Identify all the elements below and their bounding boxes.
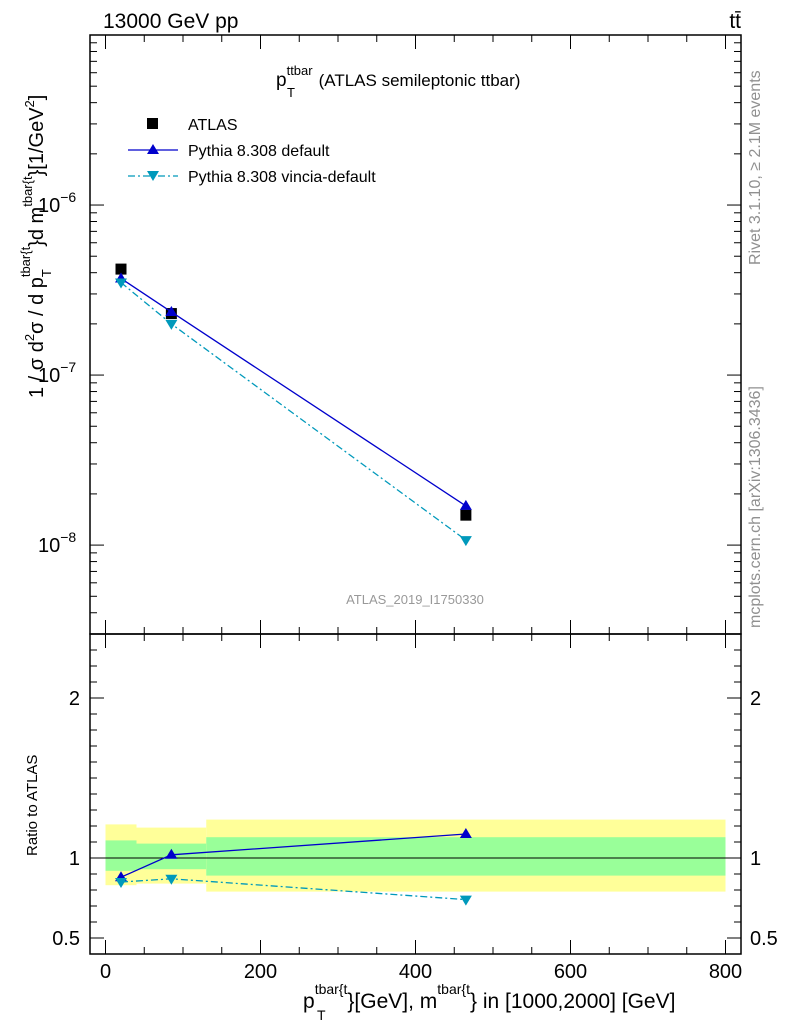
data-point-main — [165, 305, 178, 316]
axis-ticks: 0 200 400 600 800 10−6 10−7 10−8 0.5 0.5 1 1 2 2 — [38, 34, 778, 983]
ratio-plot-data — [115, 828, 472, 906]
ratio-tick-label-right: 2 — [750, 688, 761, 710]
ratio-tick-label-right: 0.5 — [750, 928, 778, 950]
header-process-label: 13000 GeV pp — [103, 10, 238, 33]
data-point-ratio — [459, 895, 472, 906]
data-point-ratio — [165, 874, 178, 885]
ratio-uncertainty-bands — [90, 819, 741, 892]
rivet-version-label: Rivet 3.1.10, ≥ 2.1M events — [747, 70, 764, 265]
main-plot-data — [115, 263, 472, 547]
x-axis-label-sub: T — [317, 1007, 326, 1023]
x-tick-label: 400 — [399, 961, 432, 983]
title-p: p — [276, 70, 287, 91]
ratio-tick-label-left: 2 — [69, 688, 80, 710]
y-axis-label: 1 / σ d2σ / d pTtbar{t}d mtbar{t}[1/GeV2… — [18, 95, 54, 398]
ratio-plot-frame — [89, 633, 742, 955]
data-point-main — [460, 509, 472, 521]
legend-atlas-label: ATLAS — [188, 117, 238, 134]
ratio-tick-label-left: 1 — [69, 848, 80, 870]
legend: ATLAS Pythia 8.308 default Pythia 8.308 … — [128, 117, 376, 186]
legend-vincia-marker — [147, 171, 159, 181]
ratio-y-axis-label: Ratio to ATLAS — [24, 755, 41, 856]
ratio-tick-label-right: 1 — [750, 848, 761, 870]
data-point-main — [165, 319, 178, 330]
mcplots-source-label: mcplots.cern.ch [arXiv:1306.3436] — [747, 386, 764, 628]
y-tick-label: 10−7 — [38, 359, 76, 387]
title-sub: T — [287, 85, 295, 100]
data-point-ratio — [165, 848, 178, 859]
data-point-main — [115, 278, 127, 289]
y-tick-label: 10−6 — [38, 189, 76, 217]
ratio-tick-label-left: 0.5 — [52, 928, 80, 950]
data-point-main — [115, 263, 127, 275]
x-tick-label: 800 — [709, 961, 742, 983]
legend-default-marker — [147, 144, 159, 154]
x-tick-label: 0 — [100, 961, 111, 983]
x-tick-label: 200 — [244, 961, 277, 983]
plot-title: pttbar (ATLAS semileptonic ttbar) — [276, 63, 520, 91]
title-sup: ttbar — [287, 63, 314, 78]
x-tick-label: 600 — [554, 961, 587, 983]
legend-atlas-marker — [147, 118, 158, 129]
analysis-watermark: ATLAS_2019_I1750330 — [346, 592, 484, 607]
data-point-main — [459, 536, 472, 547]
ratio-inner-band — [206, 837, 726, 876]
x-axis-label: ptbar{t}[GeV], mtbar{t} in [1000,2000] [… — [303, 981, 675, 1013]
ratio-inner-band — [105, 840, 137, 871]
y-tick-label: 10−8 — [38, 529, 76, 557]
data-point-main — [459, 499, 472, 510]
legend-default-label: Pythia 8.308 default — [188, 143, 330, 160]
title-rest: (ATLAS semileptonic ttbar) — [319, 71, 521, 90]
legend-vincia-label: Pythia 8.308 vincia-default — [188, 169, 376, 186]
data-point-ratio — [115, 878, 127, 888]
header-final-state-label: tt̄ — [729, 10, 741, 33]
data-point-ratio — [459, 828, 472, 838]
